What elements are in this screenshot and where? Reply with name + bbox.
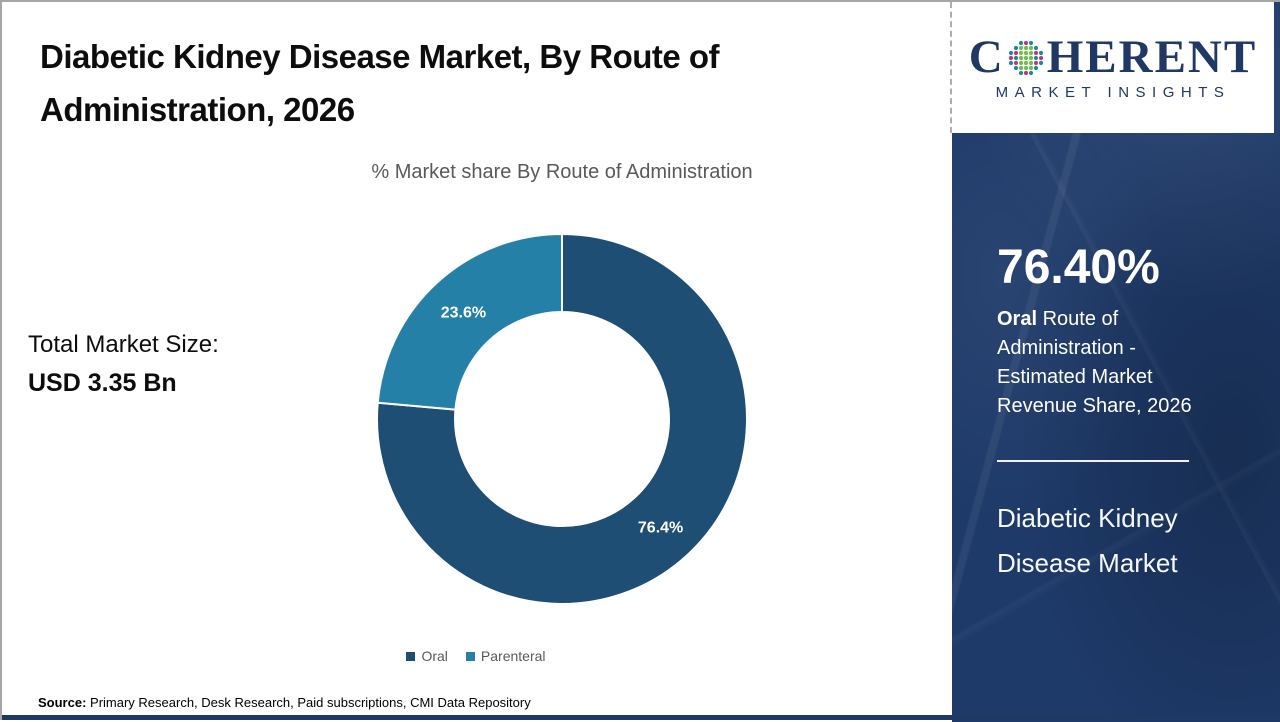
globe-dot (1008, 50, 1013, 55)
chart-legend: Oral Parenteral (2, 648, 950, 664)
legend-swatch-parenteral (465, 651, 475, 661)
globe-dot (1028, 40, 1033, 45)
globe-dot (1008, 60, 1013, 65)
globe-dot (1028, 60, 1033, 65)
globe-icon (1008, 40, 1043, 75)
globe-dot (1018, 65, 1023, 70)
globe-dot (1013, 45, 1018, 50)
stat-description-rest: Route of Administration - Estimated Mark… (997, 308, 1192, 417)
divider-line (997, 460, 1189, 462)
legend-label-parenteral: Parenteral (480, 648, 546, 664)
globe-dot (1033, 45, 1038, 50)
total-market-size-label: Total Market Size: (28, 331, 219, 358)
legend-swatch-oral (406, 651, 416, 661)
logo-wordmark: C HERENT (969, 34, 1257, 81)
globe-dot (1013, 65, 1018, 70)
globe-dot (1038, 60, 1043, 65)
bottom-border-bar (2, 715, 1280, 720)
globe-dot (1038, 50, 1043, 55)
market-name-line2: Disease Market (997, 548, 1178, 578)
donut-slice-parenteral (376, 233, 563, 411)
globe-dot (1033, 60, 1038, 65)
globe-dot (1038, 55, 1043, 60)
stat-description: Oral Route of Administration - Estimated… (997, 305, 1229, 421)
source-text: Primary Research, Desk Research, Paid su… (86, 695, 531, 710)
logo-letter-c: C (968, 31, 1005, 83)
globe-dot (1018, 60, 1023, 65)
donut-chart: 76.4% 23.6% (374, 231, 750, 607)
donut-slice-oral (376, 233, 748, 605)
total-market-size: Total Market Size: USD 3.35 Bn (28, 327, 219, 403)
globe-dot (1023, 60, 1028, 65)
market-name: Diabetic Kidney Disease Market (997, 496, 1178, 586)
globe-dot (1013, 60, 1018, 65)
donut-chart-svg: 76.4% 23.6% (376, 233, 748, 605)
total-market-size-value: USD 3.35 Bn (28, 369, 177, 397)
source-note: Source: Primary Research, Desk Research,… (38, 695, 531, 710)
globe-dot (1023, 50, 1028, 55)
globe-dot (1028, 65, 1033, 70)
legend-item-oral: Oral (406, 648, 448, 664)
logo-letters-rest: HERENT (1046, 31, 1258, 83)
market-name-line1: Diabetic Kidney (997, 503, 1178, 533)
globe-dot (1018, 70, 1023, 75)
globe-dot (1028, 70, 1033, 75)
slice-label-parenteral: 23.6% (441, 304, 486, 321)
globe-dot (1023, 70, 1028, 75)
legend-item-parenteral: Parenteral (465, 648, 546, 664)
source-label: Source: (38, 695, 87, 710)
globe-dot (1018, 40, 1023, 45)
globe-dot (1033, 50, 1038, 55)
globe-dot (1018, 45, 1023, 50)
globe-dot (1008, 55, 1013, 60)
globe-dot (1033, 55, 1038, 60)
globe-dot (1028, 55, 1033, 60)
globe-dot (1023, 40, 1028, 45)
globe-dot (1013, 55, 1018, 60)
logo-tagline: MARKET INSIGHTS (995, 84, 1231, 101)
page-title: Diabetic Kidney Disease Market, By Route… (40, 38, 720, 128)
stat-description-bold: Oral (997, 308, 1038, 330)
slice-label-oral: 76.4% (638, 520, 683, 537)
stat-value: 76.40% (997, 241, 1160, 294)
globe-dot (1018, 50, 1023, 55)
chart-title: % Market share By Route of Administratio… (371, 161, 753, 183)
globe-dot (1023, 55, 1028, 60)
globe-dot (1013, 50, 1018, 55)
globe-dot (1028, 45, 1033, 50)
logo: C HERENT MARKET INSIGHTS (950, 2, 1274, 133)
globe-dot (1033, 65, 1038, 70)
legend-label-oral: Oral (421, 648, 448, 664)
globe-dot (1028, 50, 1033, 55)
globe-dot (1018, 55, 1023, 60)
globe-dot (1023, 45, 1028, 50)
globe-dot (1023, 65, 1028, 70)
